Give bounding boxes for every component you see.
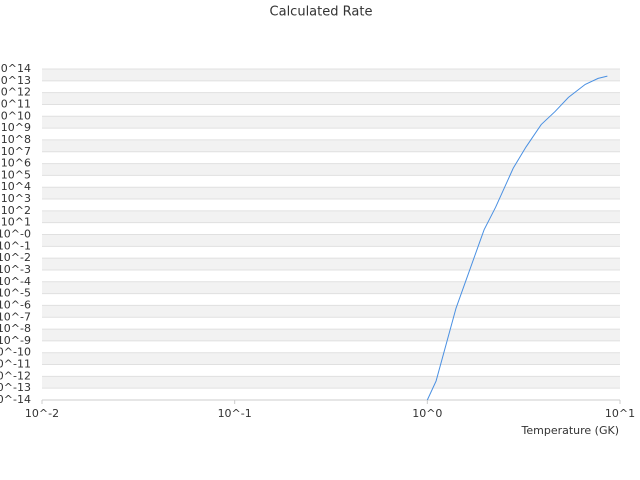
y-tick-label: 10^-14 bbox=[0, 393, 31, 406]
y-tick-label: 10^-3 bbox=[0, 263, 31, 276]
y-tick-label: 10^-13 bbox=[0, 381, 31, 394]
y-tick-label: 10^-1 bbox=[0, 239, 31, 252]
y-tick-label: 10^13 bbox=[0, 74, 31, 87]
y-tick-label: 10^-6 bbox=[0, 298, 31, 311]
x-tick-label: 10^1 bbox=[605, 407, 635, 420]
y-tick-label: 10^-2 bbox=[0, 251, 31, 264]
y-tick-label: 10^1 bbox=[1, 216, 31, 229]
y-tick-label: 10^-5 bbox=[0, 287, 31, 300]
grid-band bbox=[42, 329, 620, 341]
x-axis-label: Temperature (GK) bbox=[521, 424, 620, 437]
y-tick-label: 10^-7 bbox=[0, 310, 31, 323]
y-tick-label: 10^11 bbox=[0, 97, 31, 110]
y-tick-label: 10^7 bbox=[1, 145, 31, 158]
grid-band bbox=[42, 234, 620, 247]
grid-band bbox=[42, 139, 620, 152]
y-tick-label: 10^10 bbox=[0, 109, 31, 122]
grid-band bbox=[42, 163, 620, 176]
y-tick-label: 10^-8 bbox=[0, 322, 31, 335]
x-tick-label: 10^0 bbox=[412, 407, 442, 420]
grid-band bbox=[42, 69, 620, 81]
grid-band bbox=[42, 352, 620, 365]
grid-band bbox=[42, 376, 620, 389]
y-tick-label: 10^-10 bbox=[0, 346, 31, 359]
y-tick-label: 10^-9 bbox=[0, 334, 31, 347]
y-tick-label: 10^3 bbox=[1, 192, 31, 205]
grid-band bbox=[42, 116, 620, 129]
grid-band bbox=[42, 281, 620, 294]
data-line bbox=[426, 75, 608, 401]
y-tick-label: 10^-0 bbox=[0, 228, 31, 241]
y-tick-label: 10^12 bbox=[0, 86, 31, 99]
y-tick-label: 10^2 bbox=[1, 204, 31, 217]
y-tick-label: 10^8 bbox=[1, 133, 31, 146]
grid-band bbox=[42, 210, 620, 223]
grid-band bbox=[42, 187, 620, 200]
y-tick-label: 10^-12 bbox=[0, 369, 31, 382]
grid-band bbox=[42, 92, 620, 105]
x-tick-label: 10^-1 bbox=[218, 407, 252, 420]
grid-band bbox=[42, 305, 620, 318]
y-tick-label: 10^-4 bbox=[0, 275, 31, 288]
x-tick-label: 10^-2 bbox=[25, 407, 59, 420]
chart-title: Calculated Rate bbox=[270, 5, 373, 20]
grid-band bbox=[42, 258, 620, 270]
y-tick-label: 10^6 bbox=[1, 157, 31, 170]
y-tick-label: 10^14 bbox=[0, 62, 31, 75]
y-tick-label: 10^5 bbox=[1, 168, 31, 181]
y-tick-label: 10^4 bbox=[1, 180, 31, 193]
y-tick-label: 10^9 bbox=[1, 121, 31, 134]
y-tick-label: 10^-11 bbox=[0, 358, 31, 371]
